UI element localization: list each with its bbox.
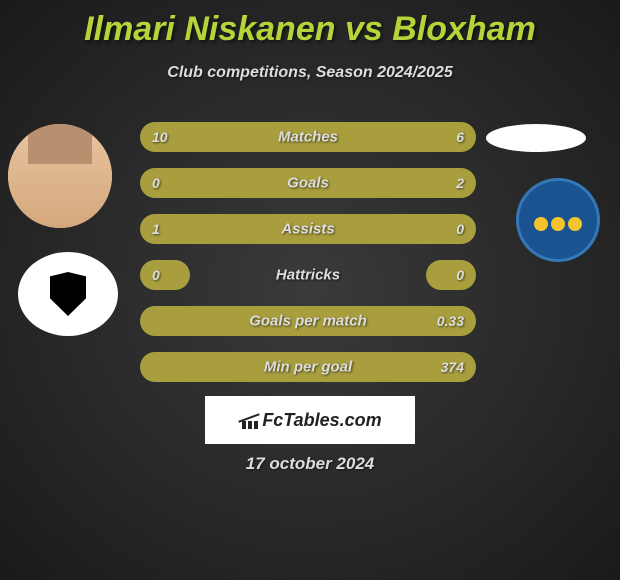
stat-row-goals: 0 Goals 2 bbox=[140, 168, 476, 198]
stat-label: Min per goal bbox=[264, 359, 352, 376]
stat-label: Goals bbox=[287, 175, 329, 192]
stat-label: Matches bbox=[278, 129, 338, 146]
stat-row-matches: 10 Matches 6 bbox=[140, 122, 476, 152]
stat-value-right: 374 bbox=[441, 359, 464, 375]
club-badge-right bbox=[516, 178, 600, 262]
subtitle: Club competitions, Season 2024/2025 bbox=[0, 64, 620, 82]
comparison-title: Ilmari Niskanen vs Bloxham bbox=[0, 0, 620, 49]
player-avatar-right bbox=[486, 124, 586, 152]
stat-label: Assists bbox=[281, 221, 334, 238]
stat-value-left: 1 bbox=[152, 221, 160, 237]
stat-row-hattricks: 0 Hattricks 0 bbox=[140, 260, 476, 290]
stat-row-assists: 1 Assists 0 bbox=[140, 214, 476, 244]
stats-container: 10 Matches 6 0 Goals 2 1 Assists 0 0 Hat… bbox=[140, 122, 476, 398]
watermark: FcTables.com bbox=[205, 396, 415, 444]
stat-value-left: 0 bbox=[152, 267, 160, 283]
club-badge-left bbox=[18, 252, 118, 336]
stat-value-left: 0 bbox=[152, 175, 160, 191]
watermark-text: FcTables.com bbox=[262, 410, 381, 431]
stat-label: Goals per match bbox=[249, 313, 367, 330]
stat-row-min-per-goal: Min per goal 374 bbox=[140, 352, 476, 382]
player-avatar-left bbox=[8, 124, 112, 228]
stat-value-right: 0.33 bbox=[437, 313, 464, 329]
date-label: 17 october 2024 bbox=[246, 454, 375, 474]
fctables-icon bbox=[238, 411, 260, 429]
stat-value-right: 0 bbox=[456, 267, 464, 283]
stat-value-right: 2 bbox=[456, 175, 464, 191]
stat-value-right: 0 bbox=[456, 221, 464, 237]
stat-label: Hattricks bbox=[276, 267, 340, 284]
stat-value-left: 10 bbox=[152, 129, 168, 145]
stat-value-right: 6 bbox=[456, 129, 464, 145]
stat-row-goals-per-match: Goals per match 0.33 bbox=[140, 306, 476, 336]
